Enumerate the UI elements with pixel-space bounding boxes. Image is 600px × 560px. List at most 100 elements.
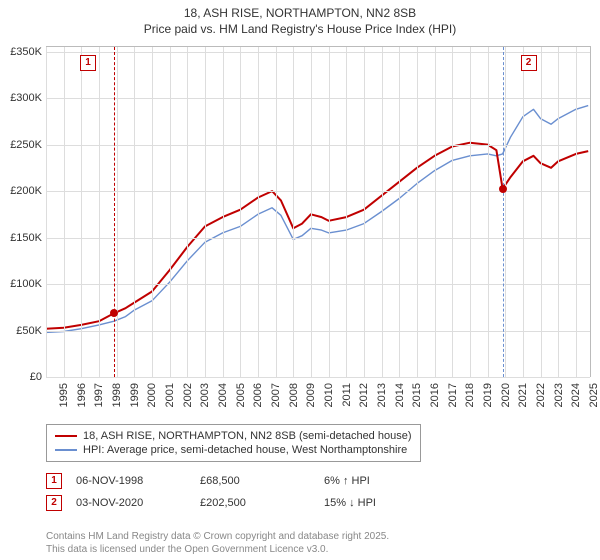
- x-axis-tick-label: 2015: [411, 383, 423, 407]
- marker-label-2: 2: [521, 55, 537, 71]
- y-axis-tick-label: £0: [30, 371, 46, 383]
- gridline-vertical: [470, 47, 471, 377]
- transaction-delta: 6% ↑ HPI: [324, 475, 444, 487]
- x-axis-tick-label: 2008: [288, 383, 300, 407]
- x-axis-tick-label: 2012: [358, 383, 370, 407]
- x-axis-tick-label: 2003: [200, 383, 212, 407]
- gridline-vertical: [276, 47, 277, 377]
- gridline-horizontal: [46, 238, 590, 239]
- x-axis-tick-label: 2016: [429, 383, 441, 407]
- marker-dot-2: [499, 185, 507, 193]
- gridline-horizontal: [46, 284, 590, 285]
- transaction-row: 106-NOV-1998£68,5006% ↑ HPI: [46, 470, 590, 492]
- gridline-vertical: [505, 47, 506, 377]
- gridline-vertical: [99, 47, 100, 377]
- x-axis-tick-label: 2021: [517, 383, 529, 407]
- marker-label-1: 1: [80, 55, 96, 71]
- x-axis-tick-label: 2014: [394, 383, 406, 407]
- transaction-row: 203-NOV-2020£202,50015% ↓ HPI: [46, 492, 590, 514]
- gridline-vertical: [240, 47, 241, 377]
- gridline-vertical: [152, 47, 153, 377]
- gridline-horizontal: [46, 145, 590, 146]
- legend-label: 18, ASH RISE, NORTHAMPTON, NN2 8SB (semi…: [83, 430, 412, 442]
- legend-swatch: [55, 449, 77, 451]
- chart-title-line1: 18, ASH RISE, NORTHAMPTON, NN2 8SB: [0, 6, 600, 22]
- chart-title-block: 18, ASH RISE, NORTHAMPTON, NN2 8SB Price…: [0, 0, 600, 37]
- gridline-vertical: [346, 47, 347, 377]
- gridline-vertical: [382, 47, 383, 377]
- gridline-vertical: [134, 47, 135, 377]
- y-axis-tick-label: £100K: [10, 278, 46, 290]
- transaction-marker: 2: [46, 495, 62, 511]
- gridline-vertical: [64, 47, 65, 377]
- x-axis-tick-label: 2024: [570, 383, 582, 407]
- gridline-vertical: [541, 47, 542, 377]
- gridline-vertical: [205, 47, 206, 377]
- legend-label: HPI: Average price, semi-detached house,…: [83, 444, 407, 456]
- y-axis-tick-label: £200K: [10, 185, 46, 197]
- gridline-vertical: [293, 47, 294, 377]
- gridline-vertical: [117, 47, 118, 377]
- x-axis-tick-label: 2019: [482, 383, 494, 407]
- y-axis-tick-label: £250K: [10, 139, 46, 151]
- gridline-vertical: [452, 47, 453, 377]
- legend-box: 18, ASH RISE, NORTHAMPTON, NN2 8SB (semi…: [46, 424, 421, 462]
- y-axis-tick-label: £300K: [10, 92, 46, 104]
- x-axis-tick-label: 1997: [94, 383, 106, 407]
- gridline-vertical: [435, 47, 436, 377]
- x-axis-tick-label: 2010: [323, 383, 335, 407]
- marker-line-1: [114, 47, 115, 377]
- x-axis-tick-label: 1995: [58, 383, 70, 407]
- x-axis-tick-label: 1998: [111, 383, 123, 407]
- gridline-vertical: [223, 47, 224, 377]
- x-axis-tick-label: 2009: [306, 383, 318, 407]
- gridline-vertical: [46, 47, 47, 377]
- gridline-horizontal: [46, 377, 590, 378]
- plot-area: £0£50K£100K£150K£200K£250K£300K£350K1995…: [46, 46, 591, 377]
- x-axis-tick-label: 2006: [253, 383, 265, 407]
- footer-line2: This data is licensed under the Open Gov…: [46, 543, 389, 556]
- x-axis-tick-label: 2000: [147, 383, 159, 407]
- legend-row: HPI: Average price, semi-detached house,…: [55, 443, 412, 457]
- gridline-vertical: [364, 47, 365, 377]
- x-axis-tick-label: 2022: [535, 383, 547, 407]
- gridline-vertical: [558, 47, 559, 377]
- chart-container: 18, ASH RISE, NORTHAMPTON, NN2 8SB Price…: [0, 0, 600, 560]
- transaction-delta: 15% ↓ HPI: [324, 497, 444, 509]
- x-axis-tick-label: 2013: [376, 383, 388, 407]
- gridline-vertical: [170, 47, 171, 377]
- footer-attribution: Contains HM Land Registry data © Crown c…: [46, 530, 389, 556]
- gridline-horizontal: [46, 52, 590, 53]
- chart-title-line2: Price paid vs. HM Land Registry's House …: [0, 22, 600, 38]
- transaction-table: 106-NOV-1998£68,5006% ↑ HPI203-NOV-2020£…: [46, 470, 590, 514]
- x-axis-tick-label: 2005: [235, 383, 247, 407]
- gridline-vertical: [523, 47, 524, 377]
- x-axis-tick-label: 2018: [464, 383, 476, 407]
- x-axis-tick-label: 2004: [217, 383, 229, 407]
- gridline-vertical: [329, 47, 330, 377]
- x-axis-tick-label: 1996: [76, 383, 88, 407]
- x-axis-tick-label: 2011: [340, 383, 352, 407]
- y-axis-tick-label: £50K: [16, 325, 46, 337]
- x-axis-tick-label: 2023: [553, 383, 565, 407]
- x-axis-tick-label: 2020: [500, 383, 512, 407]
- y-axis-tick-label: £150K: [10, 232, 46, 244]
- x-axis-tick-label: 2001: [164, 383, 176, 407]
- x-axis-tick-label: 2002: [182, 383, 194, 407]
- x-axis-tick-label: 1999: [129, 383, 141, 407]
- gridline-vertical: [576, 47, 577, 377]
- gridline-vertical: [81, 47, 82, 377]
- gridline-vertical: [187, 47, 188, 377]
- transaction-price: £68,500: [200, 475, 310, 487]
- gridline-horizontal: [46, 331, 590, 332]
- transaction-date: 06-NOV-1998: [76, 475, 186, 487]
- legend-swatch: [55, 435, 77, 437]
- x-axis-tick-label: 2025: [588, 383, 600, 407]
- transaction-date: 03-NOV-2020: [76, 497, 186, 509]
- gridline-vertical: [399, 47, 400, 377]
- gridline-vertical: [258, 47, 259, 377]
- gridline-horizontal: [46, 191, 590, 192]
- marker-dot-1: [110, 309, 118, 317]
- series-svg: [46, 47, 590, 377]
- y-axis-tick-label: £350K: [10, 46, 46, 58]
